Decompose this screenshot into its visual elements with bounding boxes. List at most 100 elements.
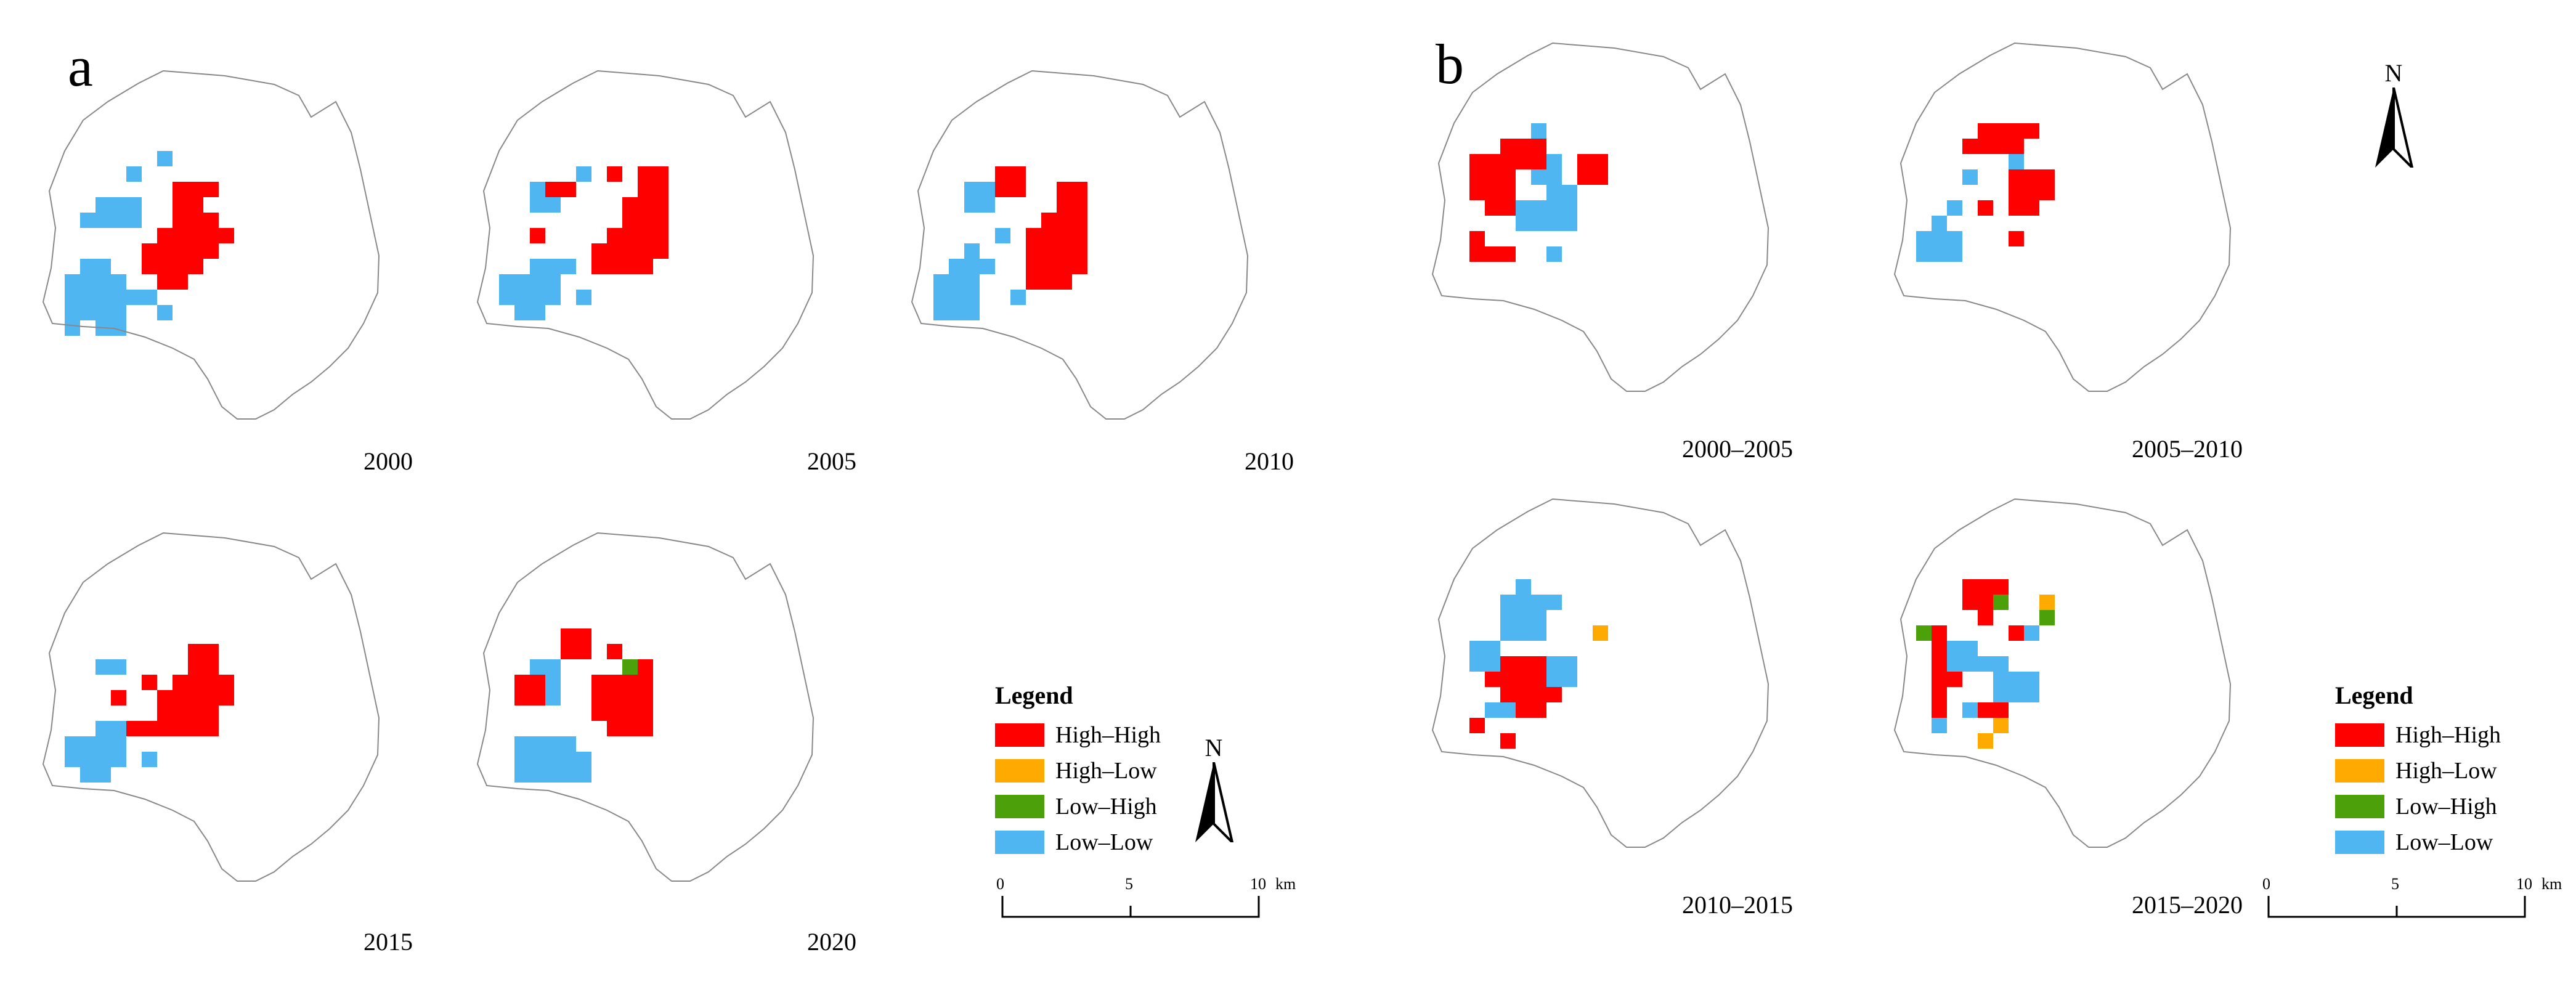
- cluster-cell-hh: [622, 705, 638, 721]
- cluster-cell-ll: [545, 690, 561, 705]
- cluster-cell-ll: [545, 736, 561, 752]
- cluster-cell-hh: [622, 243, 638, 259]
- cluster-cell-hh: [1041, 213, 1057, 228]
- cluster-cell-ll: [111, 721, 126, 736]
- scale-bar-a: 0 5 10 km: [996, 875, 1296, 937]
- cluster-cell-ll: [576, 166, 591, 182]
- cluster-cell-hh: [1531, 672, 1546, 687]
- cluster-cell-ll: [949, 274, 964, 290]
- cluster-cell-hh: [203, 644, 219, 659]
- cluster-cell-ll: [545, 290, 561, 305]
- cluster-cell-hh: [2009, 169, 2024, 185]
- cluster-cell-hh: [1026, 259, 1041, 274]
- cluster-cell-hh: [1072, 259, 1087, 274]
- cluster-cell-hh: [1531, 154, 1546, 169]
- cluster-cell-ll: [80, 213, 95, 228]
- cluster-cell-ll: [995, 228, 1010, 243]
- cluster-cell-hh: [188, 659, 203, 675]
- cluster-cell-hh: [1593, 169, 1608, 185]
- north-label: N: [2384, 59, 2403, 87]
- cluster-cell-ll: [1562, 656, 1577, 672]
- cluster-cell-ll: [1562, 672, 1577, 687]
- study-area-boundary: [476, 532, 815, 882]
- cluster-cell-hh: [1546, 687, 1562, 702]
- cluster-cell-ll: [1469, 641, 1485, 656]
- cluster-cell-hh: [1057, 182, 1072, 197]
- cluster-cell-ll: [561, 752, 576, 767]
- cluster-cell-ll: [1546, 595, 1562, 610]
- map-b-2015-2020: [1891, 487, 2237, 856]
- cluster-cell-hh: [591, 243, 607, 259]
- cluster-cell-hh: [1500, 687, 1516, 702]
- cluster-cell-ll: [80, 752, 95, 767]
- cluster-cell-hh: [653, 166, 668, 182]
- cluster-cell-hh: [1516, 672, 1531, 687]
- cluster-cell-hh: [1978, 139, 1993, 154]
- cluster-cell-ll: [2024, 687, 2039, 702]
- cluster-cell-hh: [219, 690, 234, 705]
- cluster-cell-hh: [188, 197, 203, 213]
- legend-a: Legend High–High High–Low Low–High Low–L…: [995, 681, 1161, 860]
- cluster-cell-ll: [964, 305, 980, 320]
- cluster-cell-hh: [1516, 702, 1531, 718]
- cluster-cell-hh: [1026, 243, 1041, 259]
- cluster-cell-hh: [591, 675, 607, 690]
- cluster-cell-ll: [1546, 169, 1562, 185]
- cluster-cell-hh: [142, 675, 157, 690]
- cluster-cell-hh: [1500, 672, 1516, 687]
- cluster-cell-hh: [157, 259, 173, 274]
- cluster-cell-hh: [2024, 185, 2039, 200]
- cluster-cell-ll: [964, 274, 980, 290]
- cluster-cell-hh: [1932, 672, 1947, 687]
- cluster-cell-ll: [65, 320, 80, 336]
- study-area-map: [42, 532, 380, 882]
- cluster-cell-ll: [1531, 200, 1546, 216]
- cluster-cell-hh: [1932, 641, 1947, 656]
- study-area-boundary: [476, 70, 815, 420]
- cluster-cell-ll: [95, 213, 111, 228]
- cluster-cell-hh: [1978, 595, 1993, 610]
- cluster-cell-hh: [203, 705, 219, 721]
- cluster-cell-hh: [607, 259, 622, 274]
- legend-item-high-high: High–High: [995, 717, 1161, 753]
- cluster-cell-ll: [1947, 656, 1962, 672]
- cluster-cell-ll: [95, 305, 111, 320]
- map-label-2020: 2020: [807, 928, 856, 956]
- cluster-cell-hh: [514, 690, 530, 705]
- cluster-cell-hh: [1978, 123, 1993, 139]
- cluster-cell-hh: [1041, 274, 1057, 290]
- cluster-cell-ll: [1916, 246, 1932, 262]
- cluster-cell-ll: [1010, 290, 1026, 305]
- cluster-cell-ll: [514, 305, 530, 320]
- cluster-cell-ll: [142, 290, 157, 305]
- map-a-2010: [909, 59, 1254, 428]
- study-area-map: [1431, 498, 1769, 848]
- cluster-cell-hh: [1516, 687, 1531, 702]
- cluster-cell-ll: [1947, 246, 1962, 262]
- cluster-cell-ll: [545, 659, 561, 675]
- cluster-cell-ll: [530, 182, 545, 197]
- cluster-cell-hh: [1978, 579, 1993, 595]
- cluster-cell-ll: [1962, 641, 1978, 656]
- map-a-2015: [40, 521, 385, 890]
- cluster-cell-hh: [1072, 228, 1087, 243]
- cluster-cell-hh: [561, 644, 576, 659]
- cluster-cell-ll: [1516, 610, 1531, 625]
- cluster-cell-hh: [173, 197, 188, 213]
- cluster-cell-ll: [1947, 641, 1962, 656]
- cluster-cell-ll: [545, 274, 561, 290]
- cluster-cell-ll: [111, 305, 126, 320]
- cluster-cell-ll: [95, 752, 111, 767]
- cluster-cell-hh: [1485, 672, 1500, 687]
- cluster-cell-ll: [514, 290, 530, 305]
- map-label-2005-2010: 2005–2010: [2132, 435, 2243, 463]
- cluster-cell-hh: [1026, 228, 1041, 243]
- cluster-cell-lh: [1993, 595, 2009, 610]
- cluster-cell-hh: [1500, 200, 1516, 216]
- cluster-cell-ll: [1469, 656, 1485, 672]
- cluster-cell-hh: [157, 705, 173, 721]
- cluster-cell-hh: [1057, 243, 1072, 259]
- cluster-cell-ll: [933, 274, 949, 290]
- cluster-cell-hh: [173, 675, 188, 690]
- cluster-cell-ll: [1546, 216, 1562, 231]
